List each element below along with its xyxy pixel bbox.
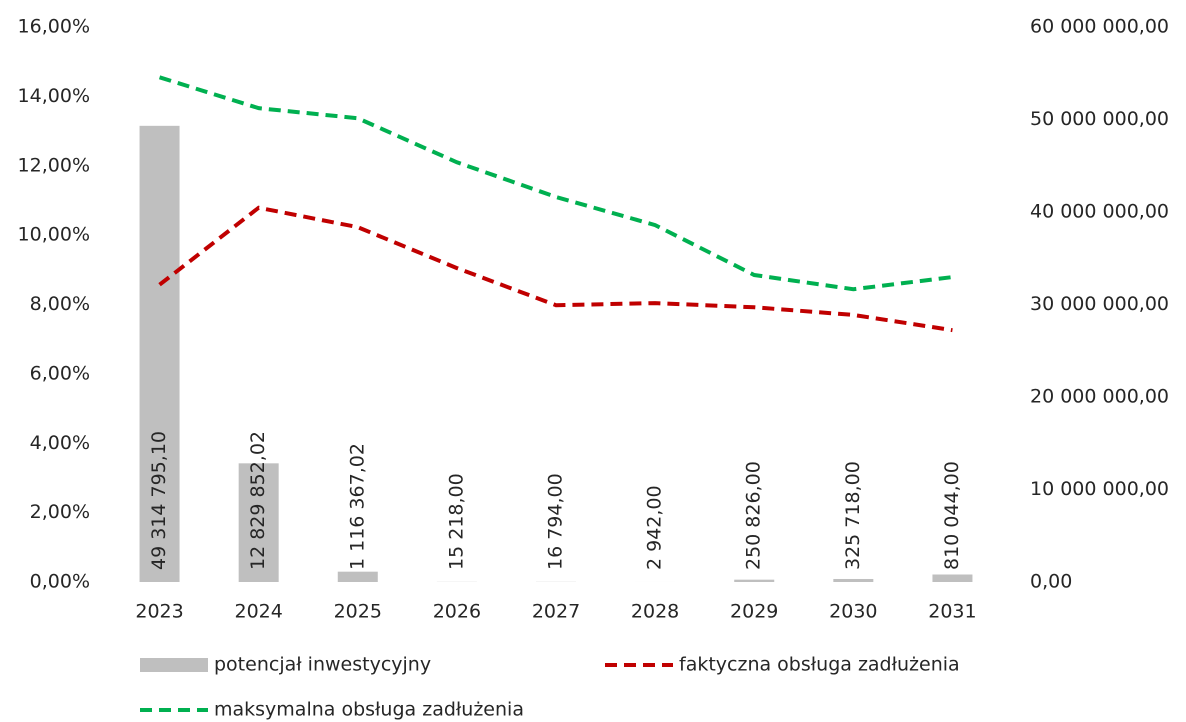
x-tick-label: 2023: [135, 601, 183, 623]
x-tick-label: 2026: [433, 601, 481, 623]
line: [158, 75, 953, 292]
data-label: 12 829 852,02: [247, 431, 269, 570]
data-label: 250 826,00: [743, 461, 765, 570]
x-tick-label: 2024: [234, 601, 282, 623]
data-label: 49 314 795,10: [148, 431, 170, 570]
bar: [734, 579, 775, 582]
bar: [139, 125, 180, 583]
legend-label: faktyczna obsługa zadłużenia: [679, 654, 960, 676]
y-tick-label: 14,00%: [18, 85, 90, 107]
y-tick-label: 2,00%: [30, 501, 90, 523]
y-tick-label: 0,00%: [30, 571, 90, 593]
bar: [932, 574, 973, 582]
y2-tick-label: 20 000 000,00: [1030, 386, 1169, 408]
data-label: 2 942,00: [644, 485, 666, 570]
line: [158, 205, 953, 333]
x-tick-label: 2031: [928, 601, 976, 623]
legend-swatch: [140, 658, 208, 672]
legend-label: potencjał inwestycyjny: [214, 654, 431, 676]
legend-label: maksymalna obsługa zadłużenia: [214, 699, 524, 721]
y2-tick-label: 10 000 000,00: [1030, 478, 1169, 500]
y-tick-label: 16,00%: [18, 16, 90, 38]
y-tick-label: 6,00%: [30, 362, 90, 384]
y-tick-label: 10,00%: [18, 224, 90, 246]
y2-tick-label: 60 000 000,00: [1030, 16, 1169, 38]
x-tick-label: 2029: [730, 601, 778, 623]
data-label: 1 116 367,02: [346, 443, 368, 570]
y2-tick-label: 50 000 000,00: [1030, 108, 1169, 130]
data-label: 810 044,00: [941, 461, 963, 570]
x-tick-label: 2027: [532, 601, 580, 623]
data-label: 15 218,00: [445, 473, 467, 570]
bar: [337, 571, 378, 582]
y2-tick-label: 0,00: [1030, 571, 1072, 593]
y2-tick-label: 30 000 000,00: [1030, 293, 1169, 315]
data-label: 16 794,00: [545, 473, 567, 570]
bar: [833, 578, 874, 582]
y2-tick-label: 40 000 000,00: [1030, 201, 1169, 223]
y-tick-label: 8,00%: [30, 293, 90, 315]
data-label: 325 718,00: [842, 461, 864, 570]
x-tick-label: 2025: [334, 601, 382, 623]
y-tick-label: 4,00%: [30, 432, 90, 454]
x-tick-label: 2030: [829, 601, 877, 623]
bar: [238, 463, 279, 582]
x-tick-label: 2028: [631, 601, 679, 623]
y-tick-label: 12,00%: [18, 154, 90, 176]
